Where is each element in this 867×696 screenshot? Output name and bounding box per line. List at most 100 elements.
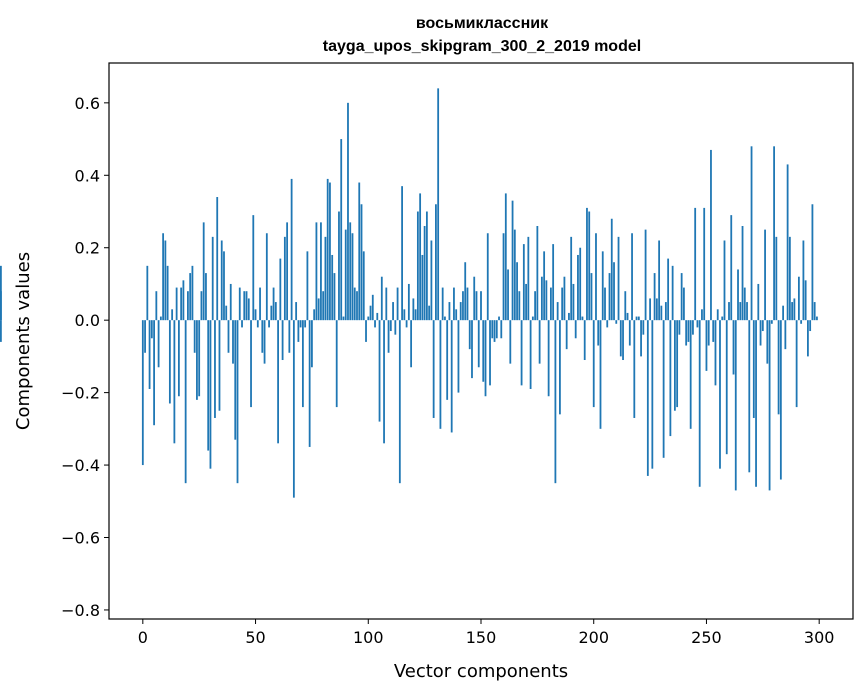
bar-145 — [468, 320, 471, 350]
y-axis-ticks: −0.8 −0.6 −0.4 −0.2 0.0 0.2 0.4 0.6 — [61, 94, 109, 620]
bar-272 — [755, 320, 757, 487]
bar-5 — [153, 320, 155, 426]
bar-277 — [766, 320, 769, 364]
bar-36 — [223, 251, 225, 321]
bar-111 — [392, 302, 394, 321]
bar-240 — [683, 287, 685, 321]
bar-227 — [653, 273, 656, 321]
bar-23 — [193, 320, 196, 353]
bar-271 — [752, 320, 755, 418]
bar-131 — [437, 88, 440, 321]
bar-180 — [547, 320, 550, 397]
y-tick-label: −0.4 — [61, 456, 100, 475]
bar-203 — [599, 320, 602, 429]
bar-247 — [698, 320, 701, 487]
bar-294 — [804, 280, 807, 321]
bar-11 — [166, 265, 169, 321]
bar-148 — [475, 291, 478, 321]
bar-120 — [412, 298, 415, 321]
bar-41 — [234, 320, 237, 440]
bar-224 — [646, 320, 649, 476]
bar-230 — [660, 305, 663, 321]
bar-172 — [529, 320, 532, 389]
bar-290 — [795, 320, 798, 408]
bar-32 — [214, 320, 216, 418]
bar-47 — [247, 298, 250, 321]
bar-119 — [410, 320, 413, 368]
bar-292 — [800, 320, 803, 324]
bar-7 — [157, 320, 160, 368]
bar-15 — [175, 287, 178, 321]
bar-57 — [270, 305, 273, 321]
bar-220 — [637, 316, 640, 321]
bar-93 — [351, 233, 354, 321]
bar-144 — [466, 287, 469, 321]
bar-195 — [581, 316, 584, 321]
bar-58 — [272, 287, 275, 321]
bar-175 — [536, 226, 539, 321]
bar-26 — [200, 291, 203, 321]
bar-278 — [768, 320, 771, 491]
bar-275 — [761, 320, 764, 332]
bar-99 — [365, 320, 367, 342]
bar-103 — [374, 320, 376, 328]
bar-76 — [313, 309, 316, 321]
bar-280 — [773, 146, 775, 321]
bar-92 — [349, 222, 352, 321]
bar-14 — [173, 320, 176, 444]
bar-161 — [504, 193, 507, 321]
bar-30 — [209, 320, 212, 469]
x-tick-label: 100 — [353, 628, 384, 647]
y-tick-label: 0.4 — [75, 166, 100, 185]
bar-287 — [788, 236, 791, 321]
bar-102 — [371, 294, 374, 321]
bar-260 — [728, 302, 730, 321]
bar-66 — [290, 178, 293, 321]
bar-236 — [673, 320, 676, 411]
bar-298 — [813, 302, 816, 321]
bars-group — [0, 88, 818, 498]
y-tick-label: 0.0 — [75, 311, 100, 330]
bar-215 — [626, 312, 629, 321]
bar-122 — [416, 211, 419, 321]
bar-75 — [311, 320, 313, 368]
bar-121 — [414, 309, 417, 321]
bar-49 — [252, 215, 255, 321]
bar-169 — [522, 244, 525, 321]
bar-43 — [238, 287, 241, 321]
bar-221 — [640, 320, 642, 357]
bar-156 — [493, 320, 496, 342]
bar-137 — [450, 320, 453, 433]
plot-frame — [108, 62, 854, 620]
x-tick-label: 300 — [804, 628, 835, 647]
bar-101 — [369, 305, 372, 321]
bar-188 — [565, 320, 568, 350]
bar-167 — [518, 291, 521, 321]
bar-237 — [676, 320, 679, 408]
bar-31 — [211, 236, 214, 321]
bar-163 — [509, 320, 512, 364]
bar-79 — [320, 222, 322, 321]
bar-68 — [295, 302, 298, 321]
bar-128 — [430, 240, 433, 321]
bar-285 — [784, 320, 787, 350]
bar-34 — [218, 320, 221, 411]
bar-89 — [342, 316, 345, 321]
bar-94 — [353, 287, 356, 321]
bar-91 — [347, 102, 349, 321]
bar-25 — [198, 320, 201, 397]
bar-194 — [579, 247, 582, 321]
bar-184 — [556, 302, 559, 321]
bar-64 — [286, 222, 289, 321]
bar-70 — [299, 320, 302, 328]
bar-37 — [225, 305, 228, 321]
bar-284 — [782, 305, 785, 321]
bar-286 — [786, 164, 789, 321]
bar-56 — [268, 320, 270, 328]
bar-53 — [261, 320, 264, 353]
bar-114 — [398, 320, 401, 484]
bar-238 — [678, 320, 681, 335]
bar-134 — [444, 316, 446, 321]
bar-72 — [304, 320, 307, 328]
bar-126 — [425, 211, 428, 321]
